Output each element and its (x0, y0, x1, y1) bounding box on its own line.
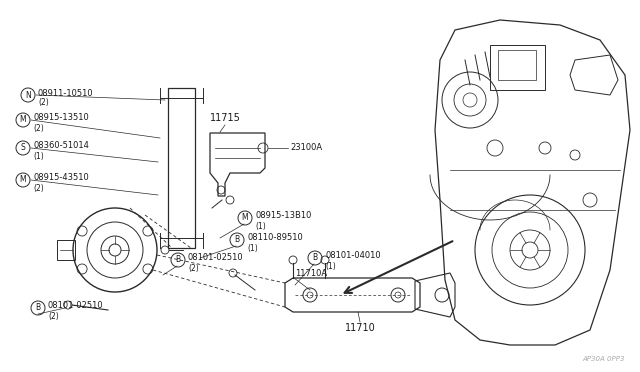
Text: 08110-89510: 08110-89510 (247, 234, 303, 243)
Text: (1): (1) (325, 262, 336, 270)
Text: N: N (25, 90, 31, 99)
Text: (1): (1) (247, 244, 258, 253)
Bar (490, 45, 545, 90)
Text: M: M (242, 214, 248, 222)
Text: (2): (2) (33, 183, 44, 192)
Text: (2): (2) (33, 124, 44, 132)
Text: 08915-13510: 08915-13510 (33, 113, 89, 122)
Text: 08360-51014: 08360-51014 (33, 141, 89, 151)
Text: 08915-13B10: 08915-13B10 (255, 212, 312, 221)
Text: 08101-02510: 08101-02510 (188, 253, 244, 263)
Text: B: B (312, 253, 317, 263)
Text: 23100A: 23100A (290, 144, 322, 153)
Bar (498, 50, 536, 80)
Text: (2): (2) (188, 263, 199, 273)
Text: (1): (1) (33, 151, 44, 160)
Text: 11715: 11715 (210, 113, 241, 123)
Text: B: B (234, 235, 239, 244)
Text: B: B (175, 256, 180, 264)
Text: 08101-02510: 08101-02510 (48, 301, 104, 311)
Text: S: S (20, 144, 26, 153)
Text: 08911-10510: 08911-10510 (38, 89, 93, 97)
Text: (2): (2) (38, 99, 49, 108)
Text: (1): (1) (255, 221, 266, 231)
Bar (57, 240, 75, 260)
Text: 11710: 11710 (345, 323, 376, 333)
Text: 11710A: 11710A (295, 269, 327, 278)
Bar (168, 88, 195, 248)
Text: B: B (35, 304, 40, 312)
Text: (2): (2) (48, 311, 59, 321)
Text: 08915-43510: 08915-43510 (33, 173, 89, 183)
Text: AP30A 0PP3: AP30A 0PP3 (582, 356, 625, 362)
Text: 08101-04010: 08101-04010 (325, 251, 381, 260)
Text: M: M (20, 115, 26, 125)
Text: M: M (20, 176, 26, 185)
